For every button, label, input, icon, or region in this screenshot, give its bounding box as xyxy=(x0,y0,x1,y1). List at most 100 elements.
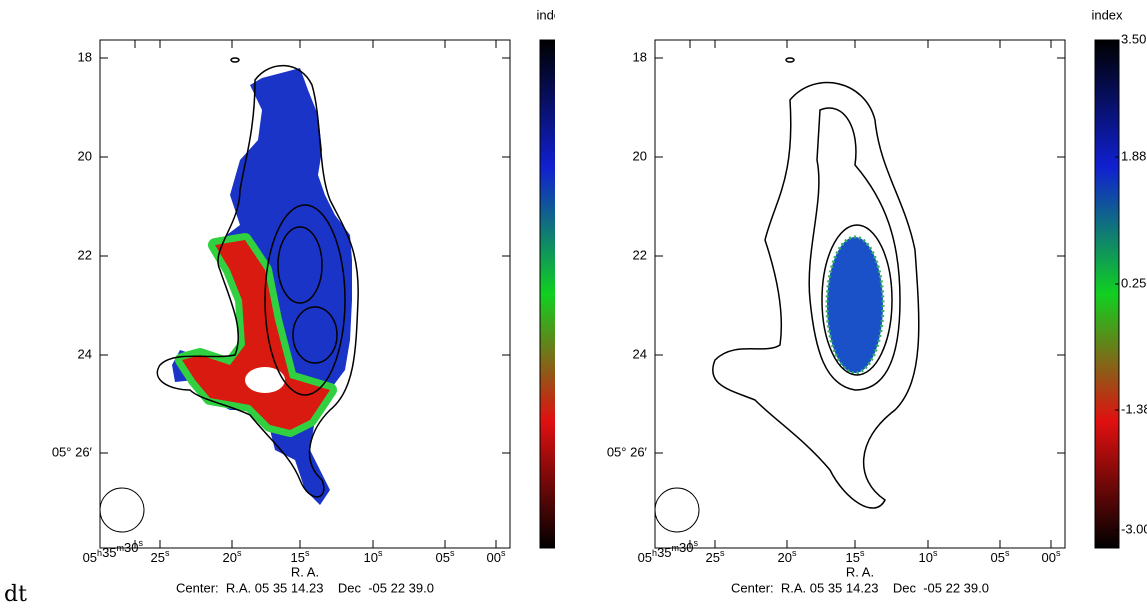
contour xyxy=(785,57,795,63)
tick-unit: s xyxy=(933,548,938,558)
x-tick-label: 05h35m30s xyxy=(638,538,699,565)
tick-number: 00 xyxy=(487,550,501,565)
colorbar-tick-label: 3.50 xyxy=(566,31,591,46)
colorbar-tick-label: -1.38 xyxy=(1121,401,1147,416)
x-tick-label: 05s xyxy=(991,548,1010,565)
x-axis-label: R. A. xyxy=(846,564,874,579)
tick-unit: h xyxy=(97,548,102,558)
tick-unit: h xyxy=(652,548,657,558)
tick-unit: s xyxy=(450,548,455,558)
x-tick-label: 15s xyxy=(846,548,865,565)
tick-number: 35 xyxy=(657,545,671,560)
x-tick-label: 20s xyxy=(778,548,797,565)
tick-number: 20 xyxy=(223,550,237,565)
contour xyxy=(264,204,346,396)
tick-unit: s xyxy=(139,538,144,548)
tick-unit: s xyxy=(694,538,699,548)
beam xyxy=(654,487,700,533)
y-tick-label: 05° 26′ xyxy=(52,444,93,459)
tick-number: 30 xyxy=(124,540,138,555)
contour xyxy=(277,226,323,304)
colorbar xyxy=(539,39,555,549)
contour xyxy=(808,107,901,391)
y-tick-label: 05° 26′ xyxy=(607,444,648,459)
caption: dt xyxy=(4,582,27,607)
plot-frame xyxy=(99,39,511,549)
x-tick-label: 20s xyxy=(223,548,242,565)
colorbar-tick-label: -1.38 xyxy=(566,401,596,416)
y-tick-label: 22 xyxy=(633,247,647,262)
tick-number: 25 xyxy=(706,550,720,565)
x-axis-label: R. A. xyxy=(291,564,319,579)
tick-unit: s xyxy=(860,548,865,558)
map xyxy=(99,57,359,533)
y-tick-label: 24 xyxy=(633,346,647,361)
tick-unit: s xyxy=(501,548,506,558)
contour xyxy=(712,81,920,509)
tick-number: 15 xyxy=(291,550,305,565)
tick-number: 05 xyxy=(436,550,450,565)
tick-unit: s xyxy=(1056,548,1061,558)
y-tick-label: 24 xyxy=(78,346,92,361)
tick-number: 20 xyxy=(778,550,792,565)
x-tick-label: 15s xyxy=(291,548,310,565)
colorbar-tick-label: 1.88 xyxy=(1121,148,1146,163)
contour xyxy=(230,57,240,63)
x-tick-label: 00s xyxy=(1042,548,1061,565)
x-tick-label: 05h35m30s xyxy=(83,538,144,565)
tick-number: 05 xyxy=(991,550,1005,565)
tick-unit: s xyxy=(165,548,170,558)
tick-unit: s xyxy=(305,548,310,558)
contour xyxy=(292,306,338,364)
y-tick-label: 20 xyxy=(78,148,92,163)
tick-unit: s xyxy=(792,548,797,558)
map-hole xyxy=(245,367,285,393)
contour xyxy=(821,224,893,376)
colorbar-tick-label: 3.50 xyxy=(1121,31,1146,46)
map-red xyxy=(182,240,330,430)
map xyxy=(654,57,920,533)
tick-unit: s xyxy=(1005,548,1010,558)
center-label: Center: R.A. 05 35 14.23 Dec -05 22 39.0 xyxy=(176,580,434,595)
colorbar-title: index xyxy=(1091,7,1123,22)
y-tick-label: 18 xyxy=(78,49,92,64)
map-blob xyxy=(825,235,885,375)
tick-number: 10 xyxy=(364,550,378,565)
colorbar-tick-label: -3.00 xyxy=(1121,521,1147,536)
colorbar-tick-label: 0.25 xyxy=(566,275,591,290)
x-tick-label: 25s xyxy=(706,548,725,565)
center-label: Center: R.A. 05 35 14.23 Dec -05 22 39.0 xyxy=(731,580,989,595)
y-tick-label: 18 xyxy=(633,49,647,64)
x-tick-label: 25s xyxy=(151,548,170,565)
tick-number: 30 xyxy=(679,540,693,555)
tick-unit: m xyxy=(117,543,125,553)
y-tick-label: 22 xyxy=(78,247,92,262)
x-tick-label: 00s xyxy=(487,548,506,565)
x-tick-label: 05s xyxy=(436,548,455,565)
colorbar-tick-label: 1.88 xyxy=(566,148,591,163)
tick-number: 00 xyxy=(1042,550,1056,565)
tick-unit: s xyxy=(237,548,242,558)
colorbar xyxy=(1094,39,1120,549)
beam xyxy=(99,487,145,533)
tick-unit: s xyxy=(378,548,383,558)
x-tick-label: 10s xyxy=(919,548,938,565)
plot-frame xyxy=(654,39,1066,549)
tick-unit: m xyxy=(672,543,680,553)
tick-number: 05 xyxy=(638,550,652,565)
tick-number: 05 xyxy=(83,550,97,565)
tick-number: 10 xyxy=(919,550,933,565)
colorbar-tick-label: 0.25 xyxy=(1121,275,1146,290)
contour xyxy=(156,64,359,498)
colorbar-title: index xyxy=(536,7,568,22)
tick-number: 25 xyxy=(151,550,165,565)
tick-number: 35 xyxy=(102,545,116,560)
y-tick-label: 20 xyxy=(633,148,647,163)
colorbar-tick-label: -3.00 xyxy=(566,521,596,536)
tick-unit: s xyxy=(720,548,725,558)
x-tick-label: 10s xyxy=(364,548,383,565)
tick-number: 15 xyxy=(846,550,860,565)
